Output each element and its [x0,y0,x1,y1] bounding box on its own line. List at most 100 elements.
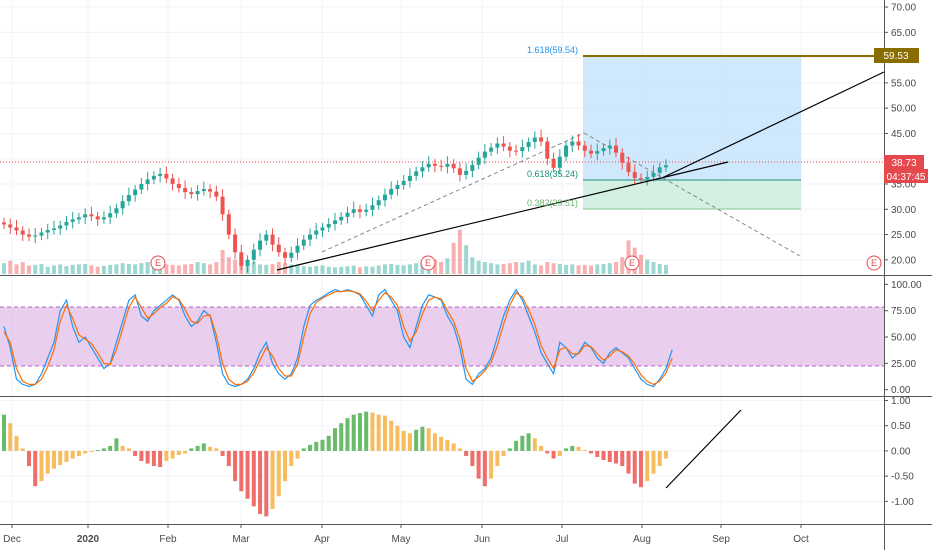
volume-bar [2,263,6,274]
candle [495,137,500,155]
momentum-bar [95,449,100,451]
momentum-bar [120,445,125,451]
volume-bar [83,263,88,274]
candle [95,211,100,226]
candle [482,144,487,165]
candle [557,149,562,175]
momentum-panel[interactable] [2,409,742,517]
candle [595,143,600,161]
candle [108,205,113,224]
momentum-bar [476,450,481,479]
momentum-bar [432,433,437,451]
momentum-bar [64,450,69,463]
momentum-tick-label: -1.00 [891,497,914,508]
candle [589,144,594,159]
fib-label-0618: 0.618(35.24) [527,169,578,179]
momentum-axis[interactable]: 1.00 0.50 0.00 -0.50 -1.00 [884,396,914,508]
volume-bar [651,262,656,274]
candle [126,187,131,206]
stochastic-d-line [3,290,673,386]
volume-bar [457,229,462,274]
candle [176,177,181,193]
momentum-bar [426,428,431,451]
volume-bar [70,264,75,274]
momentum-bar [139,450,144,461]
momentum-bar [364,411,369,451]
volume-bar [395,264,400,274]
volume-bar [39,263,44,274]
stochastic-panel[interactable] [0,288,884,388]
momentum-bar [626,450,631,474]
support-trendline[interactable] [276,161,729,271]
momentum-bar [407,433,412,451]
momentum-bar [151,450,156,467]
volume-bar [26,265,31,274]
earnings-marker-1[interactable]: E [150,255,166,271]
long-trendline[interactable] [661,71,885,179]
candle [51,220,56,235]
momentum-bar [451,443,456,451]
candle [14,219,19,236]
momentum-bar [595,450,600,457]
candle [189,187,194,199]
momentum-bar [83,450,88,454]
momentum-bar [320,439,325,451]
candle [332,212,337,231]
momentum-bar [220,450,225,456]
momentum-bar [51,450,56,469]
momentum-bar [108,445,113,451]
momentum-bar [189,448,194,451]
momentum-bar [370,412,375,451]
time-axis[interactable]: Dec 2020 Feb Mar Apr May Jun Jul Aug Sep Oct [3,524,809,545]
momentum-bar [14,435,19,451]
momentum-bar [545,450,550,454]
candle [420,161,425,178]
momentum-bar [389,420,394,451]
candle [357,204,362,219]
momentum-bar [601,450,606,460]
candle [532,131,537,149]
volume-bar [620,257,625,274]
price-panel[interactable]: 1.618(59.54) 0.618(35.24) 0.382(29.51) E… [0,45,885,274]
candle [226,209,231,240]
candle [439,159,444,172]
volume-bar [514,262,519,274]
volume-bar [570,264,575,274]
candle [114,203,119,218]
dashed-trend-up [321,132,585,253]
candle [251,243,256,265]
candle [663,159,668,172]
momentum-bar [245,450,250,499]
svg-text:E: E [425,258,431,268]
momentum-bar [89,450,94,452]
momentum-bar [183,450,188,454]
momentum-bar [214,448,219,451]
volume-bar [382,264,387,274]
candle [632,164,637,185]
candle [276,237,281,257]
candle [145,171,150,191]
svg-text:04:37:45: 04:37:45 [887,172,926,183]
candle [39,227,44,241]
candle [233,228,238,259]
momentum-trendline[interactable] [665,409,742,489]
target-zone [583,56,801,180]
earnings-marker-3[interactable]: E [624,255,640,271]
volume-bar [208,264,213,274]
earnings-marker-4[interactable]: E [866,255,882,271]
momentum-bar [376,414,381,451]
momentum-bar [226,450,231,467]
candle [164,166,169,183]
candle [101,211,106,224]
volume-bar [364,266,369,274]
momentum-bar [620,450,625,467]
momentum-bar [470,450,475,467]
momentum-bar [526,433,531,451]
stochastic-axis[interactable]: 100.00 75.00 50.00 25.00 0.00 [884,280,922,396]
momentum-bar [326,435,331,451]
earnings-marker-2[interactable]: E [420,255,436,271]
volume-bar [414,263,419,274]
candle [657,162,662,180]
momentum-bar [308,444,313,451]
